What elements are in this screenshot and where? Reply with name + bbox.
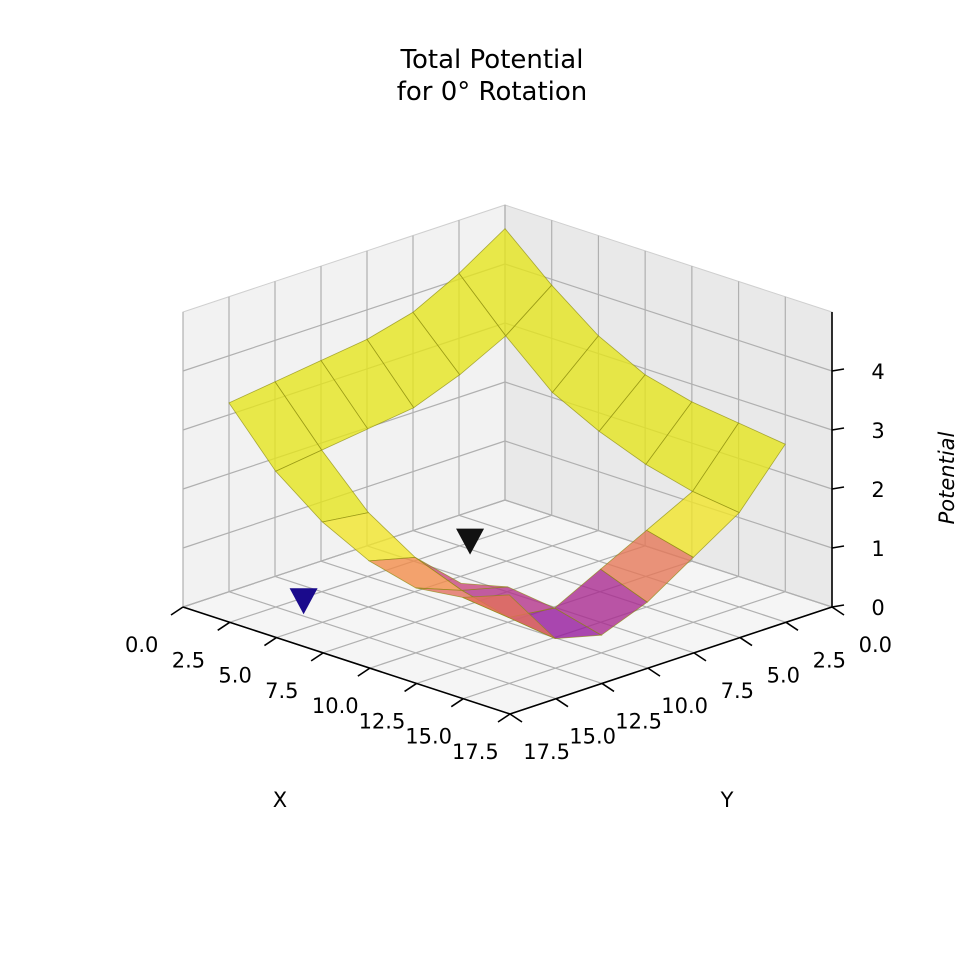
grid-line-x — [228, 591, 557, 700]
y-axis-line — [182, 606, 511, 715]
x-tick-label: 5.0 — [767, 664, 800, 688]
y-tick-mark — [170, 606, 184, 616]
surface-patch — [462, 594, 556, 640]
x-tick-mark — [509, 713, 523, 723]
x-axis-line — [509, 606, 833, 715]
z-axis-label: Potential — [935, 431, 959, 524]
z-tick-mark — [831, 486, 845, 490]
y-tick-label: 5.0 — [218, 664, 251, 688]
z-tick-mark — [831, 545, 845, 549]
grid-line-x — [320, 560, 649, 669]
blue-cone — [289, 588, 318, 615]
y-tick-label: 17.5 — [452, 740, 499, 764]
grid-line-y — [463, 591, 786, 700]
x-tick-label: 12.5 — [615, 709, 662, 733]
y-tick-mark — [497, 713, 511, 723]
surface-plot — [228, 228, 786, 640]
x-tick-mark — [785, 621, 799, 631]
x-tick-label: 7.5 — [721, 679, 754, 703]
y-tick-mark — [450, 698, 464, 708]
y-tick-label: 12.5 — [359, 709, 406, 733]
x-tick-label: 2.5 — [813, 648, 846, 672]
x-tick-label: 0.0 — [859, 633, 892, 657]
axes-lines — [182, 312, 833, 715]
z-tick-mark — [831, 368, 845, 372]
z-tick-label: 0 — [871, 596, 884, 620]
x-tick-mark — [739, 636, 753, 647]
y-tick-mark — [357, 667, 371, 677]
x-tick-label: 15.0 — [569, 725, 616, 749]
z-tick-label: 2 — [871, 478, 884, 502]
z-tick-label: 1 — [871, 537, 884, 561]
x-tick-mark — [601, 682, 615, 693]
x-tick-label: 17.5 — [523, 740, 570, 764]
point-marks — [289, 528, 485, 615]
y-tick-mark — [404, 682, 418, 693]
y-tick-label: 15.0 — [405, 725, 452, 749]
y-tick-mark — [217, 621, 231, 631]
grid-line-z-left — [182, 499, 506, 608]
tick-labels: 0.02.55.07.510.012.515.017.50.02.55.07.5… — [125, 360, 892, 764]
y-axis-label: Y — [720, 788, 734, 812]
y-tick-label: 2.5 — [172, 648, 205, 672]
y-tick-mark — [263, 636, 277, 647]
x-tick-mark — [831, 606, 845, 616]
chart-title-line-2: for 0° Rotation — [397, 77, 588, 107]
x-tick-mark — [555, 698, 569, 708]
chart-title-line-1: Total Potential — [400, 45, 584, 75]
grid-line-x — [274, 575, 603, 684]
x-tick-mark — [647, 667, 661, 677]
black-cone — [456, 528, 485, 555]
z-tick-mark — [831, 604, 845, 608]
y-tick-label: 10.0 — [312, 694, 359, 718]
grid-line-z-right — [504, 440, 833, 549]
z-tick-label: 4 — [871, 360, 884, 384]
z-tick-label: 3 — [871, 419, 884, 443]
x-tick-label: 10.0 — [661, 694, 708, 718]
x-axis-label: X — [273, 788, 287, 812]
z-tick-mark — [831, 427, 845, 431]
grid-line-z-right — [504, 263, 833, 372]
y-tick-mark — [310, 652, 324, 662]
y-tick-label: 7.5 — [265, 679, 298, 703]
x-tick-mark — [693, 652, 707, 662]
y-tick-label: 0.0 — [125, 633, 158, 657]
